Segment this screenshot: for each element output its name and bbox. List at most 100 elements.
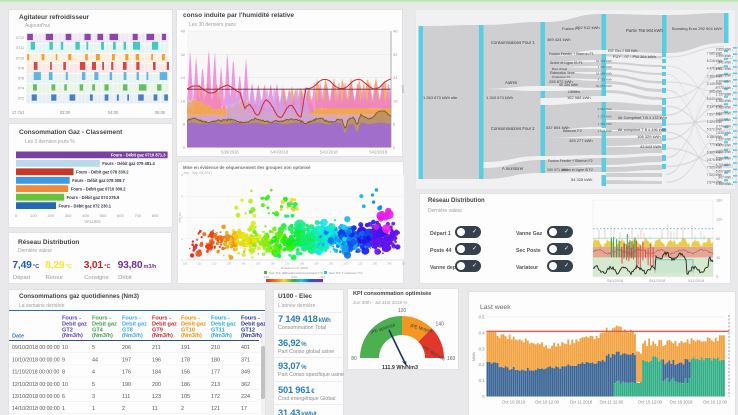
svg-text:24: 24	[393, 75, 398, 80]
svg-text:16: 16	[181, 98, 186, 103]
svg-text:1 137 kWh: 1 137 kWh	[716, 93, 731, 97]
svg-text:Oct 10 2018: Oct 10 2018	[502, 400, 525, 405]
svg-text:196: 196	[152, 357, 161, 363]
svg-text:Partie 756 904 kWh: Partie 756 904 kWh	[626, 28, 663, 33]
svg-text:Fours - Débit gaz 079 481.4: Fours - Débit gaz 079 481.4	[102, 161, 155, 166]
svg-text:Fours -: Fours -	[211, 316, 230, 322]
svg-text:8: 8	[393, 122, 396, 127]
svg-text:(Nm3/h): (Nm3/h)	[211, 333, 232, 339]
svg-text:54 325 kWh: 54 325 kWh	[571, 177, 592, 182]
svg-text:8: 8	[183, 122, 186, 127]
svg-text:292 912 kWh: 292 912 kWh	[576, 25, 600, 30]
svg-text:Oct 16 12:00: Oct 16 12:00	[703, 400, 728, 405]
svg-text:Fours -: Fours -	[122, 316, 141, 322]
svg-text:6: 6	[182, 194, 184, 198]
svg-text:S40/2018: S40/2018	[607, 279, 623, 283]
svg-text:0.5: 0.5	[479, 315, 485, 320]
svg-text:0: 0	[482, 394, 485, 399]
svg-text:Oct 10 12:00: Oct 10 12:00	[535, 400, 560, 405]
svg-text:200: 200	[329, 262, 334, 266]
svg-text:GT12: GT12	[241, 327, 255, 333]
svg-text:11,1: 11,1	[321, 275, 326, 279]
svg-text:120: 120	[716, 218, 722, 222]
svg-text:Fusion Feeder + Biseron F1: Fusion Feeder + Biseron F1	[549, 52, 594, 56]
svg-text:401: 401	[241, 345, 250, 351]
svg-text:106 329 kWh: 106 329 kWh	[637, 134, 661, 139]
svg-text:072: 072	[18, 97, 24, 101]
svg-text:Oct 11 12:00: Oct 11 12:00	[600, 400, 624, 405]
svg-text:3 149 kWh: 3 149 kWh	[707, 82, 722, 86]
svg-text:6 309 kWh: 6 309 kWh	[707, 150, 722, 154]
svg-text:807 kWh: 807 kWh	[718, 176, 731, 180]
svg-text:(Nm3/h): (Nm3/h)	[241, 333, 262, 339]
svg-text:12/10/2018 00:00:00: 12/10/2018 00:00:00	[12, 382, 60, 388]
svg-text:079: 079	[18, 66, 24, 70]
svg-text:6 385 kWh: 6 385 kWh	[716, 99, 731, 103]
svg-text:9 773 kWh: 9 773 kWh	[716, 86, 731, 90]
svg-text:211: 211	[152, 345, 161, 351]
svg-text:178: 178	[181, 357, 190, 363]
svg-text:111.9 Wh/Nm3: 111.9 Wh/Nm3	[382, 365, 418, 371]
svg-text:Debit gaz: Debit gaz	[62, 321, 87, 327]
svg-text:Bitscon F2: Bitscon F2	[563, 128, 583, 133]
svg-text:GT2: GT2	[62, 327, 73, 333]
svg-text:7 010 kWh: 7 010 kWh	[716, 131, 731, 135]
svg-text:255 872 kWh: 255 872 kWh	[549, 79, 573, 84]
svg-text:4 706 kWh: 4 706 kWh	[716, 163, 731, 167]
svg-text:40 354 kWh: 40 354 kWh	[559, 83, 578, 87]
svg-text:0.1: 0.1	[479, 378, 485, 383]
svg-text:2 674 kWh: 2 674 kWh	[707, 181, 722, 185]
svg-text:0: 0	[393, 145, 396, 150]
svg-text:190: 190	[122, 382, 131, 388]
svg-text:9 056 kWh: 9 056 kWh	[598, 107, 613, 111]
svg-text:0: 0	[15, 213, 18, 218]
svg-text:7 505 kWh: 7 505 kWh	[707, 166, 722, 170]
svg-text:191: 191	[181, 345, 190, 351]
svg-text:54 895 kWh: 54 895 kWh	[596, 71, 612, 75]
svg-text:121: 121	[211, 406, 220, 412]
svg-text:7 685 kWh: 7 685 kWh	[707, 52, 722, 56]
svg-text:40: 40	[393, 29, 398, 34]
svg-text:3 999 kWh: 3 999 kWh	[716, 54, 731, 58]
svg-text:4 476 kWh: 4 476 kWh	[707, 67, 722, 71]
svg-text:100: 100	[183, 262, 188, 266]
svg-text:6: 6	[62, 394, 65, 400]
svg-text:Puissance four (kW/h): Puissance four (kW/h)	[281, 266, 309, 270]
svg-text:105: 105	[181, 394, 190, 400]
svg-text:3 538 kWh: 3 538 kWh	[716, 150, 731, 154]
svg-text:(Nm3/h): (Nm3/h)	[152, 333, 173, 339]
svg-text:177: 177	[211, 370, 220, 376]
svg-text:80: 80	[716, 237, 720, 241]
svg-text:4: 4	[182, 216, 184, 220]
svg-text:Boosting Euro 292 904 kWh: Boosting Euro 292 904 kWh	[672, 26, 722, 31]
svg-text:Fusion Feeder + Biseron F2: Fusion Feeder + Biseron F2	[548, 159, 593, 163]
svg-text:14/10/2018 00:00:00: 14/10/2018 00:00:00	[12, 406, 60, 412]
svg-text:0710: 0710	[16, 56, 24, 60]
svg-text:190: 190	[314, 262, 319, 266]
svg-text:Fours - Débit gaz 078 308.7: Fours - Débit gaz 078 308.7	[72, 178, 125, 183]
svg-text:(Nm3/h): (Nm3/h)	[92, 333, 113, 339]
svg-text:156: 156	[181, 370, 190, 376]
svg-text:1: 1	[62, 406, 65, 412]
svg-text:Oct 11 2018: Oct 11 2018	[570, 400, 593, 405]
svg-text:1 263 673 kWh site: 1 263 673 kWh site	[423, 95, 458, 100]
svg-text:160: 160	[716, 199, 722, 203]
svg-text:VALUES: VALUES	[84, 219, 100, 224]
svg-text:123: 123	[152, 394, 161, 400]
svg-text:(Nm3/h): (Nm3/h)	[62, 333, 83, 339]
svg-text:130: 130	[227, 262, 232, 266]
svg-text:8: 8	[182, 173, 184, 177]
svg-text:3 368 kWh: 3 368 kWh	[716, 182, 731, 186]
svg-text:453 277 kWh: 453 277 kWh	[569, 138, 593, 143]
svg-text:Elaboration Verre: Elaboration Verre	[550, 71, 575, 75]
svg-text:8: 8	[62, 370, 65, 376]
svg-text:0: 0	[182, 258, 184, 262]
svg-text:13/10/2018 00:00:00: 13/10/2018 00:00:00	[12, 394, 60, 400]
svg-text:Arche et Ligne IS F2: Arche et Ligne IS F2	[562, 168, 593, 172]
svg-text:Air Comprimé 7 B 1 172 kWh: Air Comprimé 7 B 1 172 kWh	[618, 116, 667, 120]
svg-text:S41/2018: S41/2018	[649, 279, 665, 283]
svg-text:224: 224	[241, 394, 250, 400]
svg-text:(Nm3/h): (Nm3/h)	[181, 333, 202, 339]
svg-text:8 337 kWh: 8 337 kWh	[707, 105, 722, 109]
svg-text:Air comprimé 7 B 4 496 kWh: Air comprimé 7 B 4 496 kWh	[618, 128, 666, 132]
